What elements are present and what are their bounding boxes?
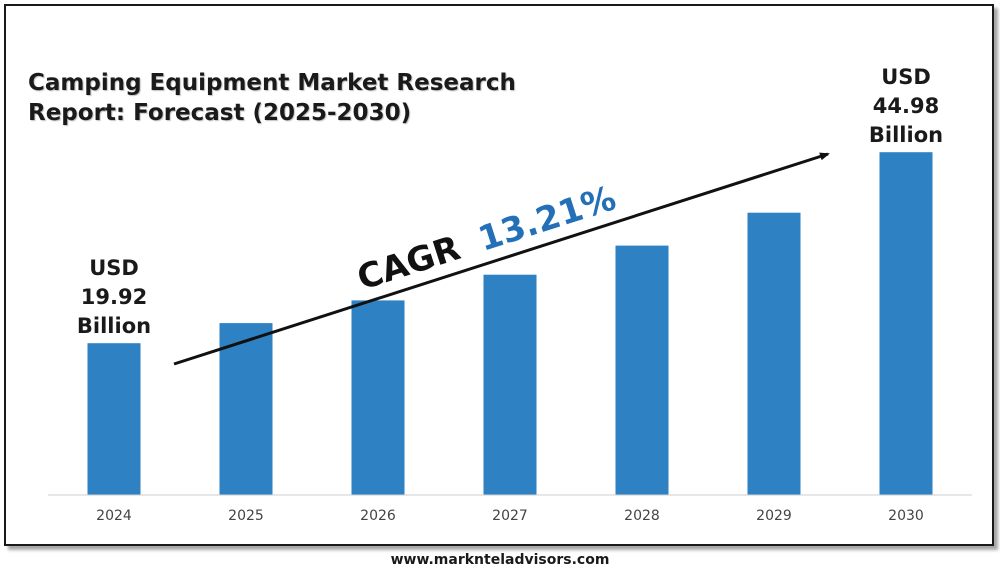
bar-annotation-2024: 19.92 [81, 285, 147, 309]
x-tick-label: 2028 [624, 508, 660, 524]
bar-2029 [747, 212, 801, 495]
bar-2024 [87, 343, 141, 495]
bar-annotation-2024: USD [89, 256, 139, 280]
bar-2025 [219, 323, 273, 495]
bar-annotation-2030: USD [881, 65, 931, 89]
chart-title: Camping Equipment Market Research Report… [28, 70, 516, 126]
bar-2026 [351, 300, 405, 495]
x-tick-label: 2029 [756, 508, 792, 524]
bar-annotation-2030: Billion [869, 123, 943, 147]
x-tick-label: 2030 [888, 508, 924, 524]
bar-2027 [483, 274, 537, 495]
footer-website: www.marknteladvisors.com [390, 552, 610, 568]
bar-annotation-2030: 44.98 [873, 94, 939, 118]
x-tick-label: 2024 [96, 508, 132, 524]
x-tick-label: 2027 [492, 508, 528, 524]
cagr-arrow [173, 152, 830, 366]
bar-annotation-2024: Billion [77, 314, 151, 338]
bar-2030 [879, 152, 933, 495]
cagr-value: 13.21% [474, 178, 621, 259]
bar-2028 [615, 245, 669, 495]
x-tick-label: 2026 [360, 508, 396, 524]
x-tick-label: 2025 [228, 508, 264, 524]
